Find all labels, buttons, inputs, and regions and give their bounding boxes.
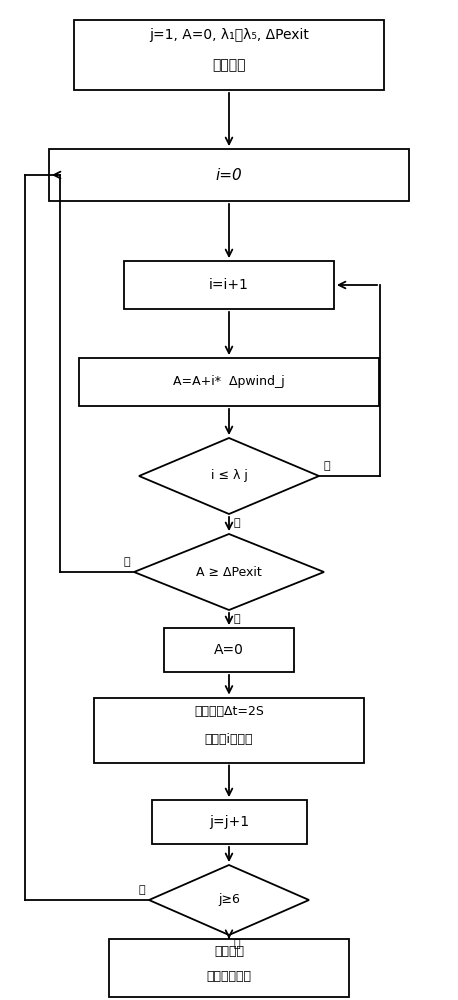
Text: 是: 是 xyxy=(234,939,240,949)
Text: 否: 否 xyxy=(123,557,130,567)
Text: 退出调频: 退出调频 xyxy=(214,945,244,958)
Text: 风电机组完成: 风电机组完成 xyxy=(207,970,251,983)
Text: A=A+i*  Δpwind_j: A=A+i* Δpwind_j xyxy=(173,375,285,388)
Text: 退出调频Δt=2S: 退出调频Δt=2S xyxy=(194,705,264,718)
Polygon shape xyxy=(149,865,309,935)
Text: i ≤ λ j: i ≤ λ j xyxy=(211,470,247,483)
Bar xyxy=(124,261,334,309)
Text: 是: 是 xyxy=(234,614,240,624)
Text: A=0: A=0 xyxy=(214,643,244,657)
Text: j=j+1: j=j+1 xyxy=(209,815,249,829)
Bar xyxy=(152,800,306,844)
Bar xyxy=(94,698,364,762)
Text: 是: 是 xyxy=(234,518,240,528)
Bar xyxy=(49,149,409,201)
Bar xyxy=(109,939,349,997)
Text: 否: 否 xyxy=(323,461,330,471)
Text: j≥6: j≥6 xyxy=(218,894,240,906)
Text: i=0: i=0 xyxy=(216,167,242,182)
Text: 否: 否 xyxy=(138,885,145,895)
Bar xyxy=(164,628,294,672)
Bar xyxy=(74,20,384,90)
Polygon shape xyxy=(139,438,319,514)
Text: 初始化：: 初始化： xyxy=(212,59,246,73)
Text: 控制这i台机组: 控制这i台机组 xyxy=(205,733,253,746)
Bar xyxy=(79,358,379,406)
Polygon shape xyxy=(134,534,324,610)
Text: A ≥ ΔPexit: A ≥ ΔPexit xyxy=(196,566,262,578)
Text: j=1, A=0, λ₁～λ₅, ΔPexit: j=1, A=0, λ₁～λ₅, ΔPexit xyxy=(149,28,309,42)
Text: i=i+1: i=i+1 xyxy=(209,278,249,292)
